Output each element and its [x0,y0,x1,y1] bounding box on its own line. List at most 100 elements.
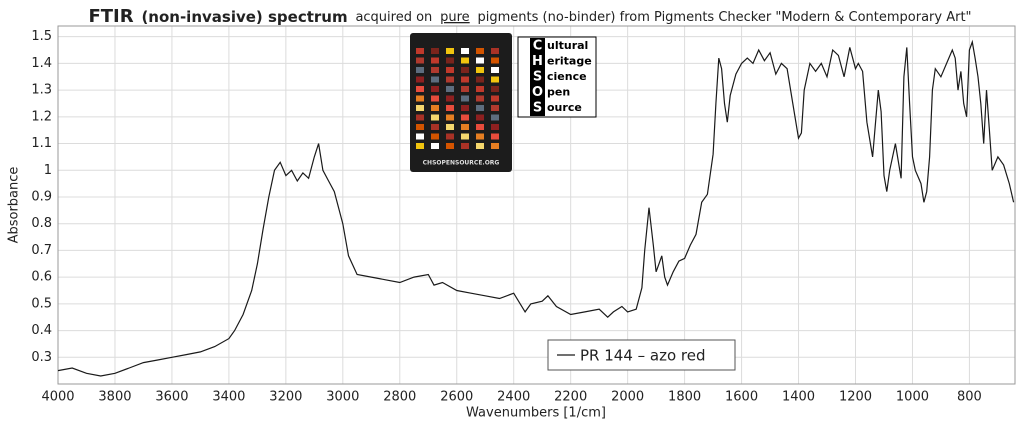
swatch [431,114,439,121]
y-tick-label: 0.8 [31,216,52,231]
swatch [461,57,469,64]
y-tick-label: 1.4 [31,56,52,71]
x-tick-label: 1000 [896,390,929,405]
y-tick-label: 1.2 [31,109,52,124]
swatch [416,105,424,111]
swatch [446,143,454,149]
logo-word: eritage [547,55,592,68]
swatch [476,124,484,130]
x-tick-label: 2800 [383,390,416,405]
card-text: CHSOPENSOURCE.ORG [423,160,500,167]
swatch [446,67,454,73]
x-axis-label: Wavenumbers [1/cm] [466,406,606,421]
swatch [476,105,484,111]
swatch [446,57,454,64]
logo-word: ource [547,101,582,114]
title-part: pigments (no-binder) from Pigments Check… [478,10,972,25]
x-tick-label: 1200 [839,390,872,405]
swatch [416,143,424,149]
swatch [461,48,469,54]
x-tick-label: 2400 [497,390,530,405]
swatch [461,114,469,121]
logo-letter: S [533,70,542,85]
swatch [476,57,484,64]
x-tick-label: 1400 [782,390,815,405]
swatch [491,105,499,111]
swatch [431,133,439,140]
swatch [416,57,424,64]
spectrum-line [57,39,1015,377]
swatch [431,76,439,83]
swatch [491,57,499,64]
logo-letter: S [533,101,542,116]
logo-letter: O [532,85,543,100]
swatch [416,133,424,140]
x-tick-label: 2000 [611,390,644,405]
swatch [476,95,484,102]
swatch [416,48,424,54]
title-part: acquired on [355,10,432,25]
swatch [446,124,454,130]
plot [57,39,1015,377]
legend-label: PR 144 – azo red [580,347,706,365]
logo-word: cience [547,70,587,83]
swatch [431,48,439,54]
y-tick-label: 0.7 [31,243,52,258]
swatch [461,143,469,149]
y-tick-label: 0.9 [31,189,52,204]
x-tick-label: 2600 [440,390,473,405]
swatch [461,133,469,140]
x-tick-label: 1800 [668,390,701,405]
swatch [476,86,484,92]
swatch [416,124,424,130]
swatch [446,95,454,102]
swatch [431,57,439,64]
y-tick-label: 1 [44,163,52,178]
swatch [491,48,499,54]
x-tick-label: 3000 [326,390,359,405]
title-part: FTIR [88,6,133,27]
swatch [416,95,424,102]
logo-word: pen [547,86,570,99]
swatch [416,67,424,73]
x-tick-label: 1600 [725,390,758,405]
swatch [446,86,454,92]
swatch [491,133,499,140]
x-tick-label: 2200 [554,390,587,405]
swatch [476,114,484,121]
title-part: pure [440,10,470,25]
logo-letter: C [533,39,543,54]
swatch [476,76,484,83]
swatch [446,76,454,83]
legend: PR 144 – azo red [547,339,736,371]
y-tick-label: 0.5 [31,296,52,311]
x-tick-label: 4000 [41,390,74,405]
x-tick-label: 3400 [212,390,245,405]
swatch [446,114,454,121]
swatch [491,95,499,102]
swatch [491,143,499,149]
logo-letter: H [532,54,543,69]
x-tick-label: 800 [957,390,982,405]
swatch [431,124,439,130]
swatch [461,76,469,83]
swatch [431,67,439,73]
y-tick-label: 1.5 [31,29,52,44]
y-tick-label: 0.6 [31,270,52,285]
swatch [491,67,499,73]
swatch [476,67,484,73]
swatch [491,124,499,130]
swatch [431,95,439,102]
card-image: CHSOPENSOURCE.ORG [410,33,512,172]
y-tick-label: 0.3 [31,350,52,365]
swatch [491,114,499,121]
swatch [461,86,469,92]
swatch [416,86,424,92]
swatch [461,95,469,102]
swatch [431,105,439,111]
swatch [491,76,499,83]
title-part: (non-invasive) spectrum [141,8,347,26]
plot-frame [57,25,1016,385]
